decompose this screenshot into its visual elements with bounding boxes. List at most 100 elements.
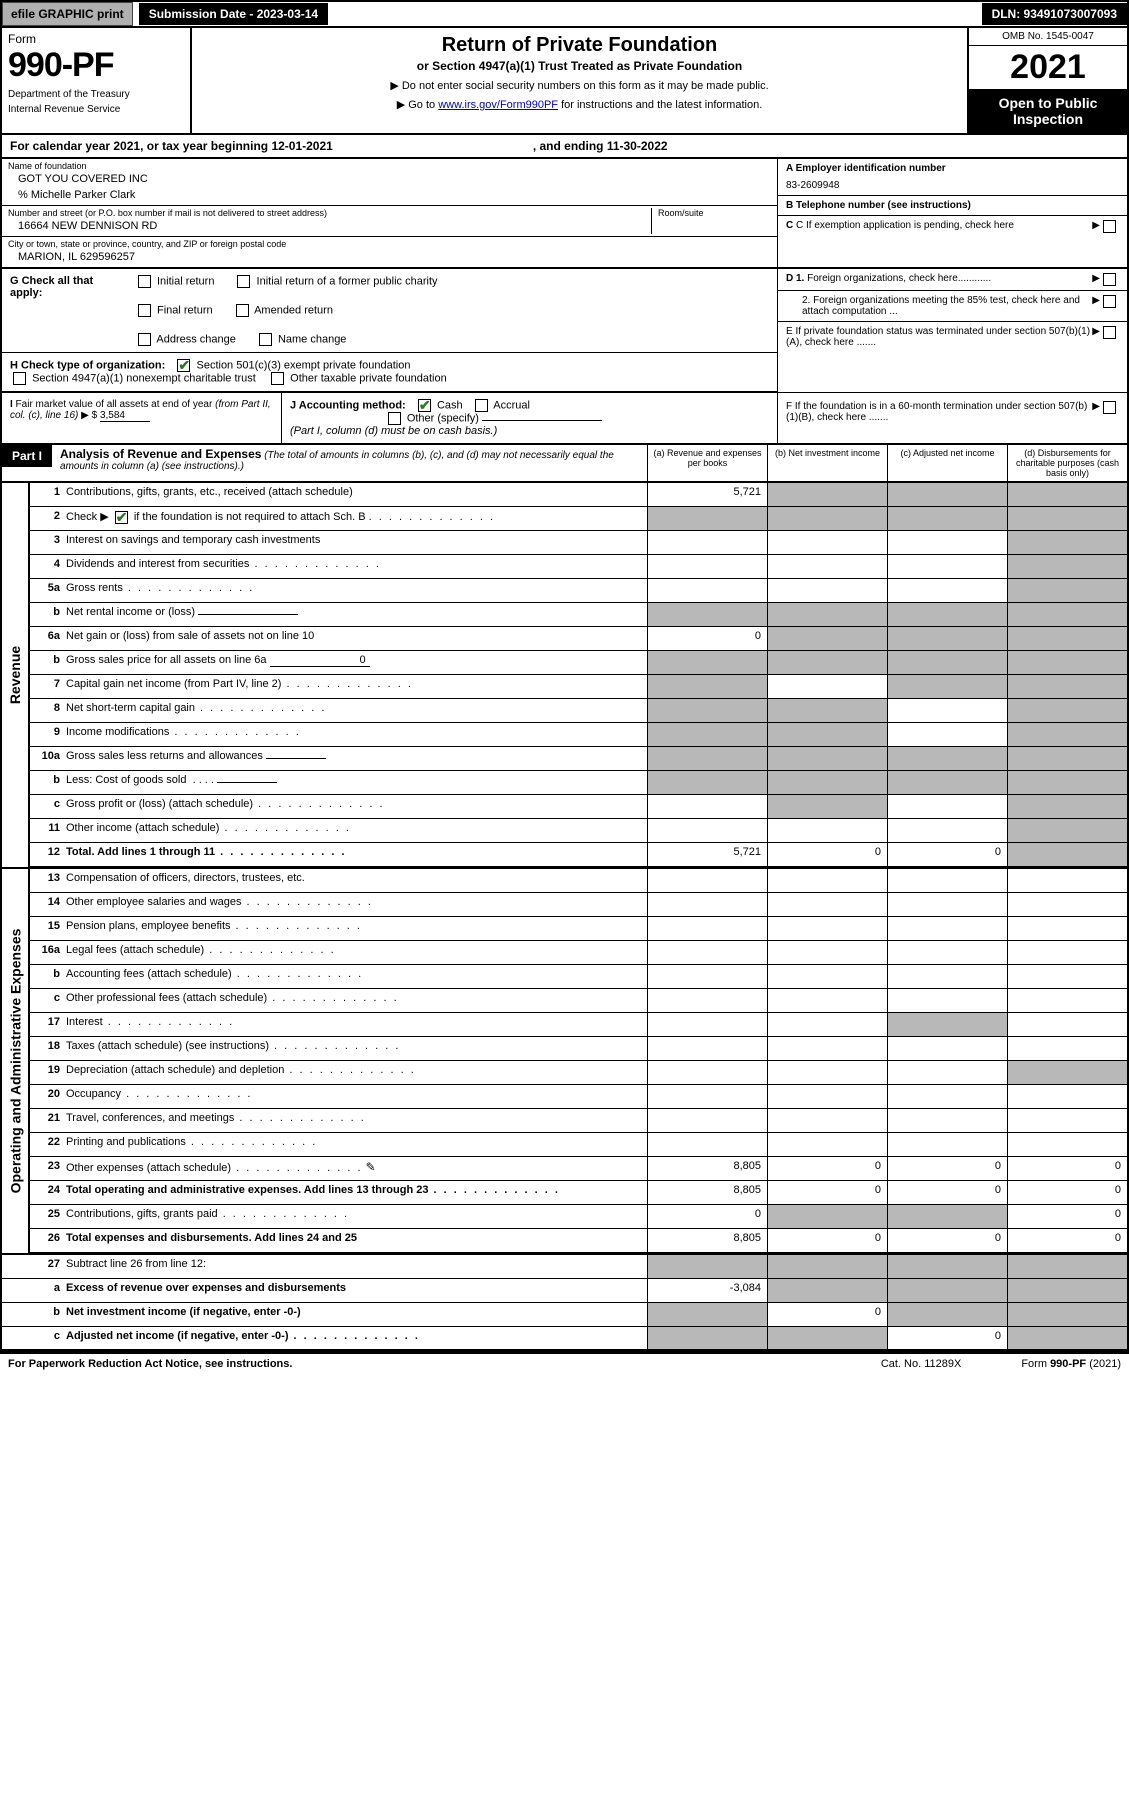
- l12-col-b: 0: [767, 843, 887, 866]
- expenses-side-label: Operating and Administrative Expenses: [2, 869, 30, 1253]
- h-opt2: Section 4947(a)(1) nonexempt charitable …: [32, 372, 256, 384]
- goto-pre: ▶ Go to: [397, 99, 438, 111]
- dept-irs: Internal Revenue Service: [8, 104, 184, 115]
- care-of: % Michelle Parker Clark: [8, 187, 771, 203]
- exemption-pending-label: C C If exemption application is pending,…: [786, 220, 1014, 231]
- line-15: Pension plans, employee benefits: [64, 917, 647, 940]
- l1-col-a: 5,721: [647, 483, 767, 506]
- line-11: Other income (attach schedule): [64, 819, 647, 842]
- initial-return-checkbox[interactable]: [138, 275, 151, 288]
- arrow-icon: ▶: [1092, 273, 1100, 286]
- calendar-year-row: For calendar year 2021, or tax year begi…: [2, 135, 1127, 159]
- other-method-checkbox[interactable]: [388, 412, 401, 425]
- line-6b: Gross sales price for all assets on line…: [64, 651, 647, 674]
- e-text: E If private foundation status was termi…: [786, 326, 1092, 348]
- d2-checkbox[interactable]: [1103, 295, 1116, 308]
- city-state-zip: MARION, IL 629596257: [8, 249, 771, 265]
- line-1: Contributions, gifts, grants, etc., rece…: [64, 483, 647, 506]
- g-label: G Check all that apply:: [10, 275, 105, 299]
- h-opt3: Other taxable private foundation: [290, 372, 447, 384]
- line-22: Printing and publications: [64, 1133, 647, 1156]
- form-subtitle: or Section 4947(a)(1) Trust Treated as P…: [204, 59, 955, 73]
- cal-year-begin: For calendar year 2021, or tax year begi…: [10, 139, 333, 153]
- col-c-head: (c) Adjusted net income: [887, 445, 1007, 481]
- g-opt1: Initial return: [157, 275, 214, 287]
- form-reference: Form 990-PF (2021): [1021, 1358, 1121, 1370]
- l27c-col-c: 0: [887, 1327, 1007, 1349]
- c-text: C If exemption application is pending, c…: [796, 220, 1014, 231]
- form-label: Form: [8, 32, 184, 46]
- g-opt5: Address change: [156, 333, 236, 345]
- l24-col-d: 0: [1007, 1181, 1127, 1204]
- l24-col-b: 0: [767, 1181, 887, 1204]
- line-10b: Less: Cost of goods sold . . . .: [64, 771, 647, 794]
- g-opt3: Final return: [157, 304, 213, 316]
- form-number: 990-PF: [8, 46, 184, 85]
- line-5a: Gross rents: [64, 579, 647, 602]
- line-6a: Net gain or (loss) from sale of assets n…: [64, 627, 647, 650]
- line-16b: Accounting fees (attach schedule): [64, 965, 647, 988]
- l24-col-a: 8,805: [647, 1181, 767, 1204]
- cash-checkbox[interactable]: [418, 399, 431, 412]
- line-21: Travel, conferences, and meetings: [64, 1109, 647, 1132]
- part1-tag: Part I: [2, 445, 52, 467]
- line-24: Total operating and administrative expen…: [64, 1181, 647, 1204]
- 4947-checkbox[interactable]: [13, 372, 26, 385]
- j-other: Other (specify): [407, 412, 479, 424]
- line-16c: Other professional fees (attach schedule…: [64, 989, 647, 1012]
- l23-col-a: 8,805: [647, 1157, 767, 1180]
- line-3: Interest on savings and temporary cash i…: [64, 531, 647, 554]
- schb-checkbox[interactable]: [115, 511, 128, 524]
- h-label: H Check type of organization:: [10, 359, 165, 371]
- arrow-icon: ▶: [1092, 295, 1100, 317]
- line-27: Subtract line 26 from line 12:: [64, 1255, 647, 1278]
- d2-text: 2. Foreign organizations meeting the 85%…: [786, 295, 1092, 317]
- l26-col-d: 0: [1007, 1229, 1127, 1252]
- line-2: Check ▶ if the foundation is not require…: [64, 507, 647, 530]
- amended-return-checkbox[interactable]: [236, 304, 249, 317]
- g-opt2: Initial return of a former public charit…: [257, 275, 438, 287]
- line-4: Dividends and interest from securities: [64, 555, 647, 578]
- l23-col-d: 0: [1007, 1157, 1127, 1180]
- pencil-icon[interactable]: ✎: [366, 1160, 376, 1174]
- line-20: Occupancy: [64, 1085, 647, 1108]
- l23-col-c: 0: [887, 1157, 1007, 1180]
- line-9: Income modifications: [64, 723, 647, 746]
- line-17: Interest: [64, 1013, 647, 1036]
- e-checkbox[interactable]: [1103, 326, 1116, 339]
- irs-link[interactable]: www.irs.gov/Form990PF: [438, 99, 558, 111]
- line-8: Net short-term capital gain: [64, 699, 647, 722]
- submission-date: Submission Date - 2023-03-14: [139, 3, 328, 25]
- l25-col-d: 0: [1007, 1205, 1127, 1228]
- efile-print-button[interactable]: efile GRAPHIC print: [2, 2, 133, 26]
- initial-former-checkbox[interactable]: [237, 275, 250, 288]
- fmv-value: 3,584: [100, 410, 150, 422]
- d1-checkbox[interactable]: [1103, 273, 1116, 286]
- l26-col-b: 0: [767, 1229, 887, 1252]
- final-return-checkbox[interactable]: [138, 304, 151, 317]
- ein-label: A Employer identification number: [786, 163, 946, 174]
- form-title: Return of Private Foundation: [204, 34, 955, 57]
- other-specify-line: [482, 420, 602, 421]
- dept-treasury: Department of the Treasury: [8, 89, 184, 100]
- dln: DLN: 93491073007093: [982, 3, 1127, 25]
- street-address: 16664 NEW DENNISON RD: [8, 218, 651, 234]
- f-checkbox[interactable]: [1103, 401, 1116, 414]
- line-27c: Adjusted net income (if negative, enter …: [64, 1327, 647, 1349]
- name-label: Name of foundation: [8, 161, 771, 171]
- l12-col-a: 5,721: [647, 843, 767, 866]
- part1-title: Analysis of Revenue and Expenses: [60, 447, 261, 461]
- arrow-icon: ▶: [1092, 220, 1100, 231]
- name-change-checkbox[interactable]: [259, 333, 272, 346]
- address-change-checkbox[interactable]: [138, 333, 151, 346]
- c-checkbox[interactable]: [1103, 220, 1116, 233]
- line-25: Contributions, gifts, grants paid: [64, 1205, 647, 1228]
- col-a-head: (a) Revenue and expenses per books: [647, 445, 767, 481]
- 501c3-checkbox[interactable]: [177, 359, 190, 372]
- line-19: Depreciation (attach schedule) and deple…: [64, 1061, 647, 1084]
- accrual-checkbox[interactable]: [475, 399, 488, 412]
- j-cash: Cash: [437, 399, 463, 411]
- other-taxable-checkbox[interactable]: [271, 372, 284, 385]
- l26-col-a: 8,805: [647, 1229, 767, 1252]
- col-b-head: (b) Net investment income: [767, 445, 887, 481]
